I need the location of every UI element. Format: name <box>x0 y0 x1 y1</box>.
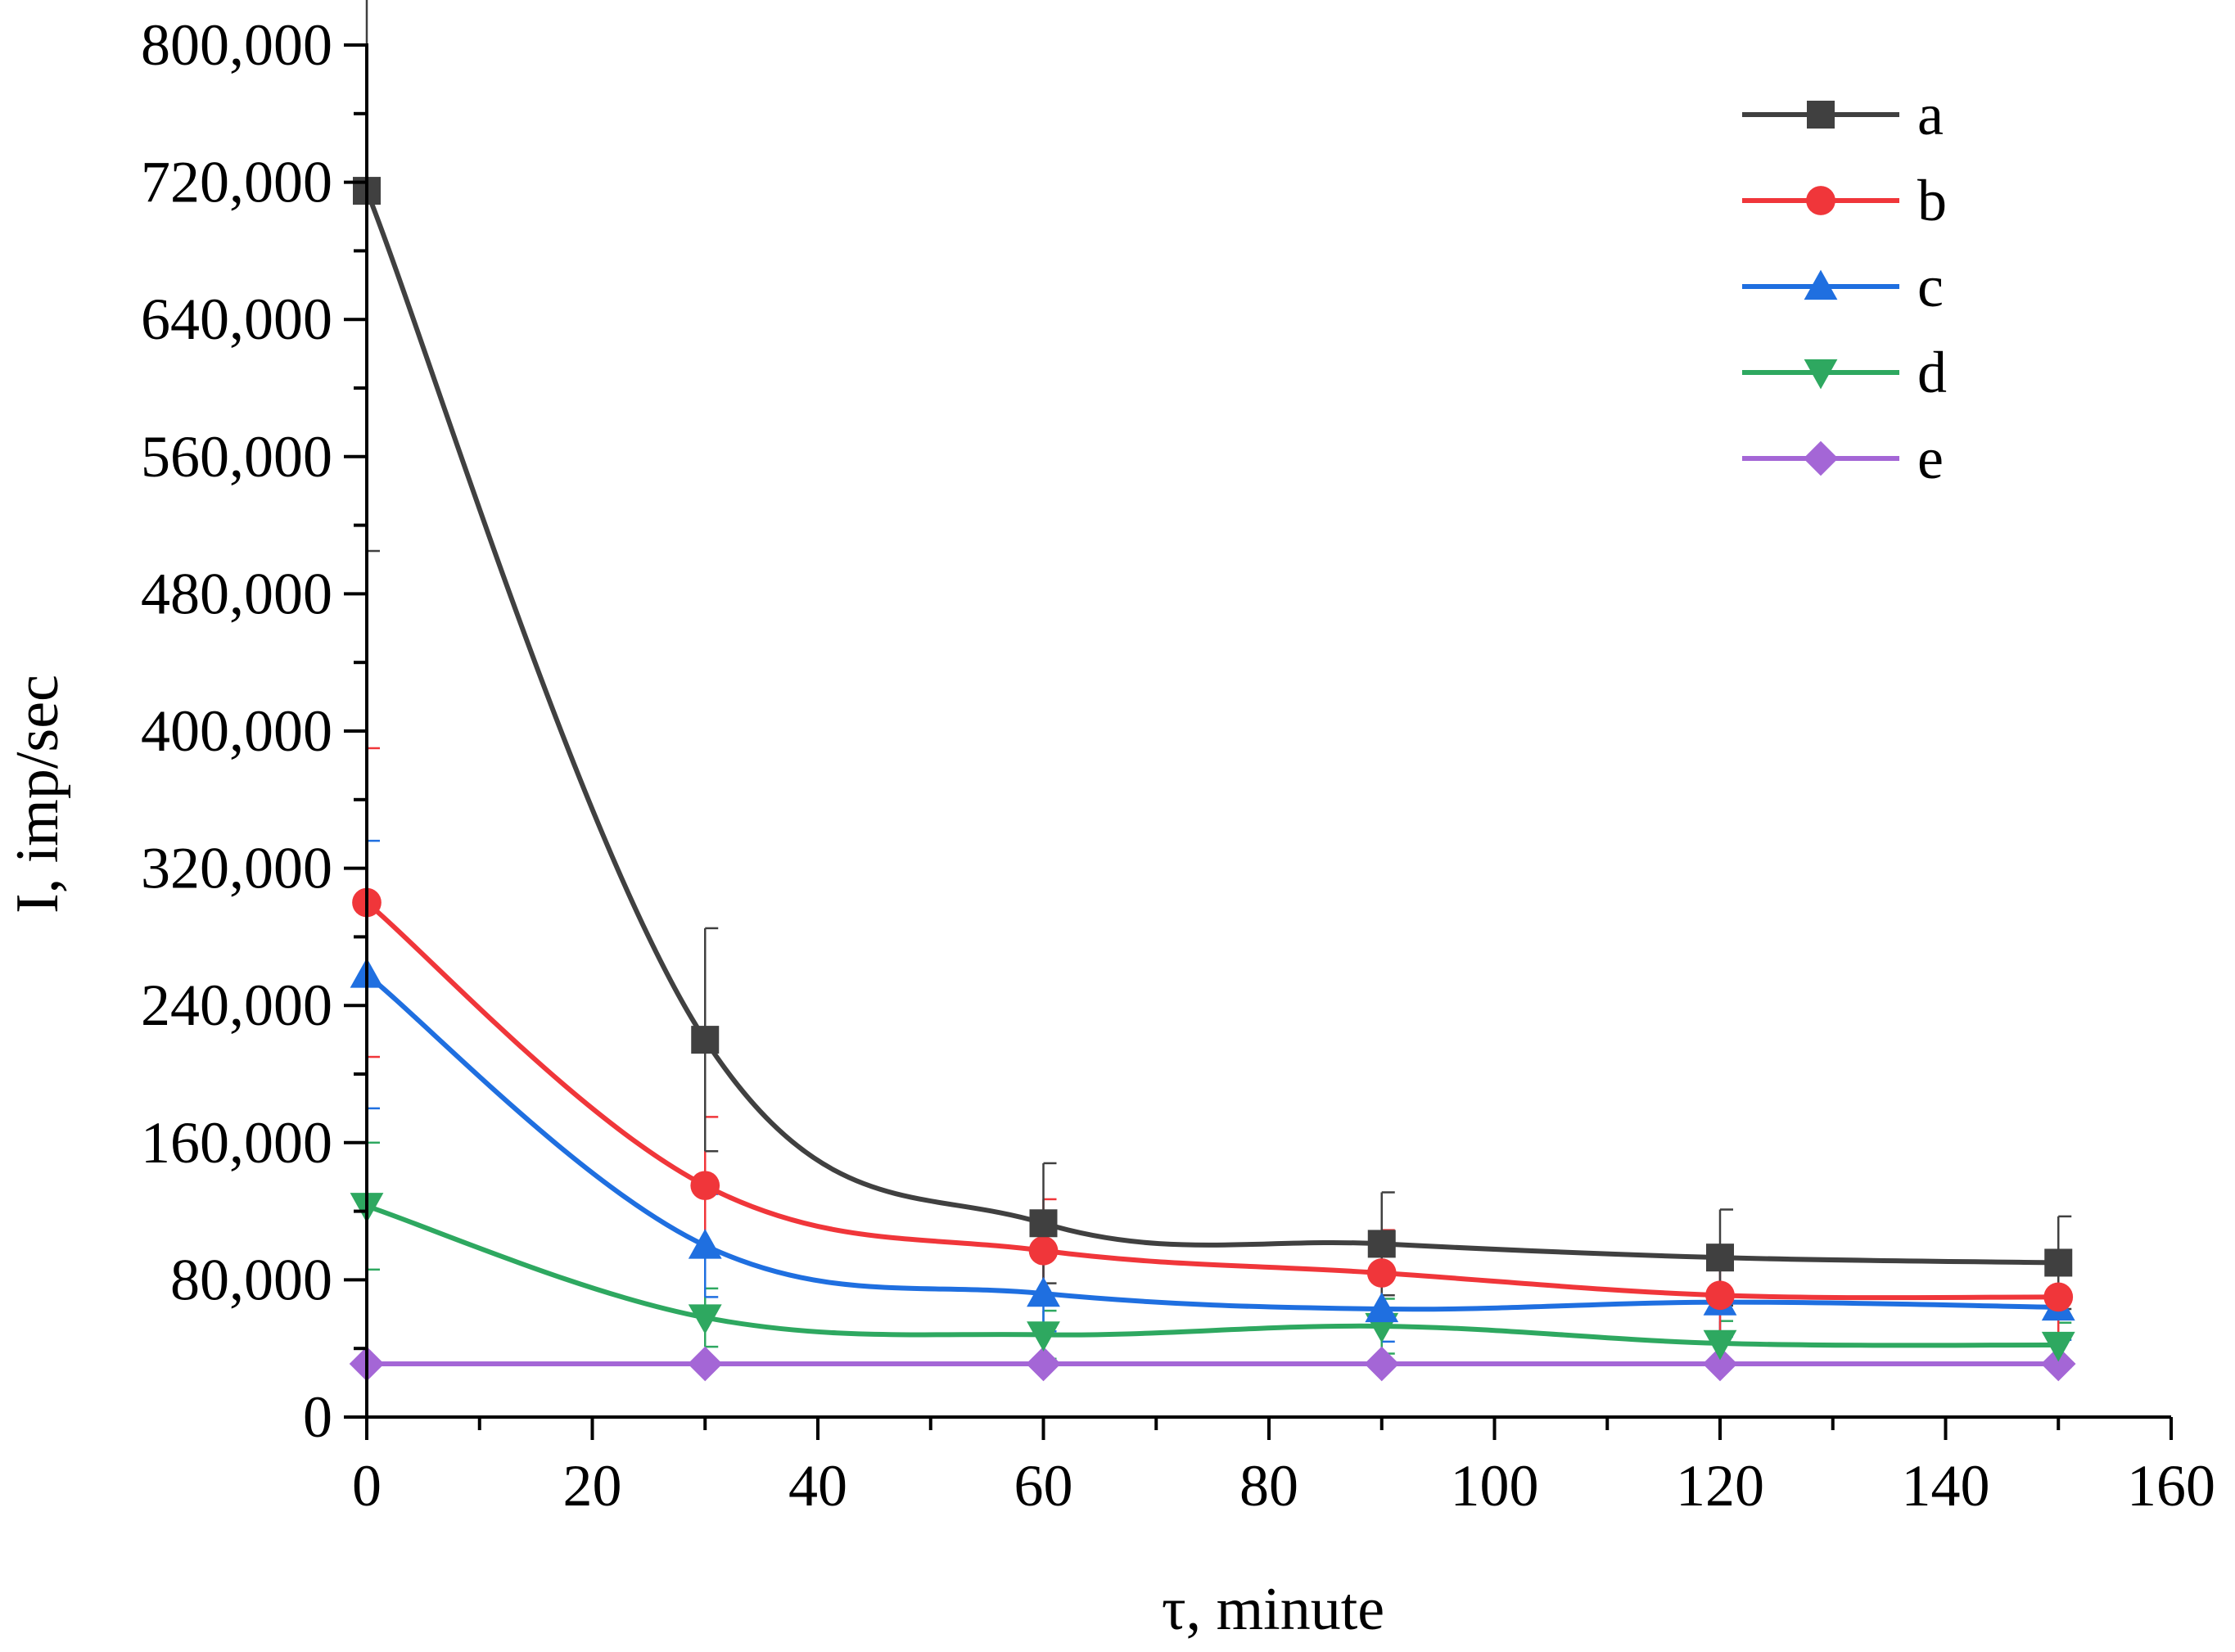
legend-label-a: a <box>1917 82 1944 147</box>
y-axis-title: I, imp/sec <box>4 675 71 914</box>
legend-marker-a <box>1807 101 1835 129</box>
x-tick-label: 80 <box>1239 1453 1298 1519</box>
data-point-b <box>1366 1258 1397 1288</box>
x-tick-label: 120 <box>1676 1453 1764 1519</box>
legend-label-b: b <box>1917 168 1947 233</box>
data-point-c <box>688 1229 722 1259</box>
y-tick-label: 560,000 <box>141 424 332 490</box>
data-point-e <box>688 1346 723 1382</box>
data-point-e <box>1364 1346 1399 1382</box>
series-line-b <box>365 900 2059 1301</box>
data-point-b <box>2043 1282 2074 1312</box>
data-point-e <box>1702 1346 1738 1382</box>
data-point-b <box>1705 1280 1735 1311</box>
data-point-d <box>2041 1331 2075 1362</box>
data-point-b <box>1028 1235 1059 1266</box>
x-tick-label: 20 <box>563 1453 622 1519</box>
legend-label-d: d <box>1917 340 1947 405</box>
series-line-d <box>366 1203 2059 1348</box>
x-tick-label: 100 <box>1451 1453 1539 1519</box>
x-axis-title: τ, minute <box>1162 1576 1384 1643</box>
series-line-c <box>365 973 2059 1312</box>
data-point-d <box>688 1304 722 1334</box>
y-tick-label: 720,000 <box>141 150 332 215</box>
data-point-d <box>1027 1321 1060 1352</box>
y-tick-label: 240,000 <box>141 973 332 1038</box>
x-tick-label: 160 <box>2127 1453 2215 1519</box>
data-point-e <box>1026 1346 1061 1382</box>
data-point-a <box>1029 1209 1058 1238</box>
y-tick-label: 640,000 <box>141 287 332 352</box>
y-tick-label: 400,000 <box>141 698 332 764</box>
y-tick-label: 800,000 <box>141 12 332 78</box>
series-markers <box>349 177 2076 1382</box>
legend-marker-e <box>1803 440 1839 476</box>
legend-marker-b <box>1806 186 1835 215</box>
data-point-c <box>1027 1276 1060 1307</box>
y-tick-label: 0 <box>303 1384 332 1450</box>
data-point-e <box>2041 1346 2076 1382</box>
legend-marker-d <box>1804 359 1838 390</box>
data-point-b <box>690 1171 720 1201</box>
y-tick-label: 320,000 <box>141 836 332 901</box>
data-point-a <box>691 1026 720 1054</box>
series-lines <box>364 189 2059 1367</box>
y-tick-label: 160,000 <box>141 1110 332 1176</box>
x-tick-label: 60 <box>1014 1453 1073 1519</box>
legend-label-c: c <box>1917 254 1944 319</box>
data-point-d <box>1703 1329 1737 1361</box>
x-tick-label: 140 <box>1902 1453 1990 1519</box>
x-tick-label: 40 <box>788 1453 847 1519</box>
series-line-a <box>364 189 2059 1266</box>
data-point-c <box>1365 1292 1399 1323</box>
y-tick-label: 80,000 <box>170 1247 332 1312</box>
x-tick-label: 0 <box>352 1453 382 1519</box>
legend-marker-c <box>1804 269 1838 300</box>
axes: 0 20 40 60 80 100 120 140 160 0 80,000 160,000 240,0… <box>141 12 2215 1519</box>
data-point-a <box>1706 1244 1734 1272</box>
y-tick-label: 480,000 <box>141 561 332 626</box>
data-point-a <box>2044 1248 2073 1277</box>
legend-label-e: e <box>1917 426 1944 491</box>
data-point-a <box>1367 1230 1396 1258</box>
